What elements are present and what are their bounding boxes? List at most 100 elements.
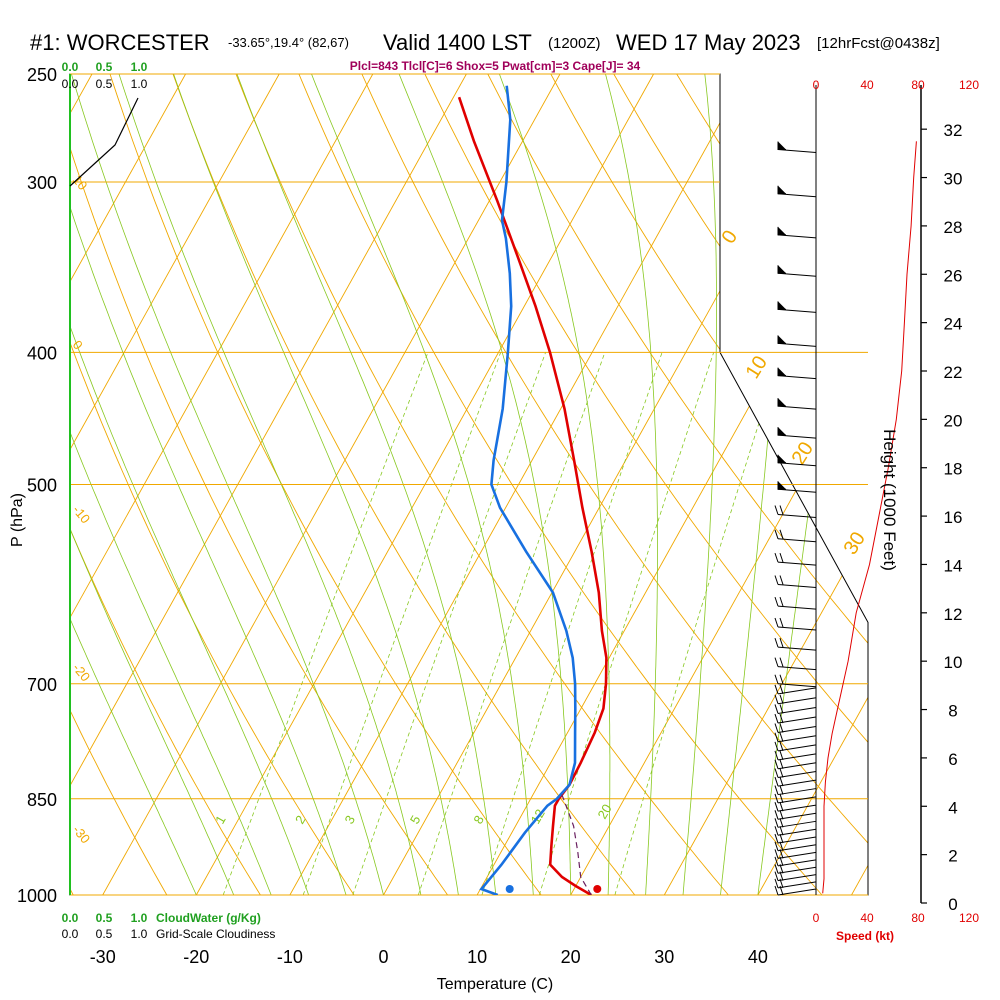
wind-barb-feather [774, 529, 779, 539]
wind-barb-feather [774, 704, 779, 714]
isotherm-line [945, 74, 1000, 895]
dewpoint-line [479, 85, 577, 895]
wind-barb-feather [779, 552, 784, 563]
wind-barb-feather [774, 856, 779, 867]
pressure-tick-label: 1000 [17, 886, 57, 906]
wind-barb-staff [777, 605, 817, 610]
cloud-water-top-tick: 0.5 [96, 60, 113, 74]
dry-adiabat-label: -30 [70, 822, 94, 846]
cloud-water-bottom-tick: 0.0 [62, 911, 79, 925]
height-tick-label: 18 [944, 460, 963, 479]
wind-barb-staff [777, 762, 817, 770]
dry-adiabat-line [992, 74, 1000, 895]
wind-profile: 0246810121416182022242628303200404080801… [774, 78, 979, 925]
cloud-water-bottom-tick: 1.0 [131, 911, 148, 925]
dry-adiabat-line [172, 74, 636, 895]
dry-adiabat-line [70, 74, 168, 895]
wind-barb-staff [777, 844, 817, 852]
height-tick-label: 32 [944, 121, 963, 140]
cloudiness-profile [69, 97, 139, 187]
speed-tick-bottom: 40 [860, 911, 874, 925]
wind-barb-feather [774, 768, 779, 778]
speed-tick-bottom: 120 [959, 911, 979, 925]
dry-adiabat-line [109, 74, 542, 895]
temperature-tick-label: 0 [378, 947, 388, 967]
wind-barb-feather [774, 810, 779, 820]
wind-barb-staff [777, 584, 817, 589]
temperature-tick-label: -30 [90, 947, 116, 967]
wind-barb-feather [779, 657, 784, 667]
height-tick-label: 10 [944, 653, 963, 672]
moist-adiabat-line [70, 130, 272, 895]
temperature-tick-label: 20 [561, 947, 581, 967]
dry-adiabat-line [361, 74, 868, 895]
dry-adiabat-line [929, 74, 1000, 895]
surface-dewpoint-marker [505, 885, 514, 893]
mixing-ratio-label: 20 [594, 801, 614, 821]
wind-barb-staff [777, 820, 817, 828]
wind-barb-feather [774, 713, 779, 724]
wind-barb-pennant [777, 185, 786, 195]
wind-barb-feather [774, 785, 779, 795]
wind-barb-feather [779, 802, 784, 812]
speed-axis-title: Speed (kt) [836, 929, 894, 943]
cloud-water-top-tick: 0.0 [62, 60, 79, 74]
moist-adiabat-line [70, 74, 347, 895]
wind-barb-staff [777, 881, 817, 889]
wind-barb-staff [777, 683, 817, 688]
wind-barb-feather [779, 732, 784, 742]
cloudiness-label: Grid-Scale Cloudiness [156, 927, 275, 941]
wind-barb-feather [779, 617, 784, 628]
moist-adiabat-line [398, 74, 572, 895]
wind-barb-staff [777, 646, 817, 651]
wind-barb-pennant [777, 265, 786, 274]
isotherm-label: 10 [742, 352, 772, 383]
pressure-tick-label: 850 [27, 790, 57, 810]
temperature-tick-label: 30 [654, 947, 674, 967]
wind-barb-feather [774, 596, 779, 607]
cloudiness-top-tick: 0.0 [62, 77, 79, 91]
wind-barb-feather [774, 637, 779, 648]
wind-barb-feather [779, 575, 784, 585]
wind-barb-feather [779, 810, 784, 820]
wind-barb-pennant [777, 398, 786, 407]
wind-barb-feather [774, 802, 779, 812]
dry-adiabat-label: 0 [70, 337, 86, 352]
sounding-indices: Plcl=843 Tlcl[C]=6 Shox=5 Pwat[cm]=3 Cap… [350, 59, 641, 73]
pressure-tick-label: 250 [27, 65, 57, 85]
wind-barb-pennant [777, 226, 786, 236]
wind-barb-staff [777, 804, 817, 812]
wind-barb-feather [779, 785, 784, 795]
wind-barb-feather [779, 841, 784, 851]
wind-barb-staff [777, 812, 817, 820]
parcel-line [560, 793, 592, 895]
moist-adiabat-line [682, 74, 717, 895]
height-tick-label: 2 [948, 847, 957, 866]
wind-barb-staff [777, 716, 817, 724]
moist-adiabat-line [70, 85, 309, 895]
wind-barb-feather [774, 552, 779, 563]
wind-barb-staff [777, 538, 817, 543]
dry-adiabat-line [487, 74, 868, 895]
height-tick-label: 20 [944, 411, 963, 430]
wind-barb-feather [774, 826, 779, 836]
wind-barb-staff [777, 859, 817, 867]
speed-tick-top: 40 [860, 78, 874, 92]
wind-barb-feather [774, 793, 779, 804]
temperature-tick-label: 10 [467, 947, 487, 967]
wind-barb-feather [774, 732, 779, 742]
wind-barb-feather [774, 841, 779, 851]
wind-barb-staff [777, 836, 817, 844]
wind-barb-staff [777, 851, 817, 859]
wind-barb-staff [777, 770, 817, 778]
wind-barb-feather [779, 776, 784, 787]
cloudiness-bottom-tick: 1.0 [131, 927, 148, 941]
isotherm-line [70, 74, 186, 895]
temperature-tick-label: -20 [183, 947, 209, 967]
wind-barb-feather [774, 833, 779, 844]
station-title: #1: WORCESTER [30, 30, 210, 55]
moist-adiabat-line [118, 74, 422, 895]
cloud-water-bottom-tick: 0.5 [96, 911, 113, 925]
cloudiness-bottom-tick: 0.5 [96, 927, 113, 941]
